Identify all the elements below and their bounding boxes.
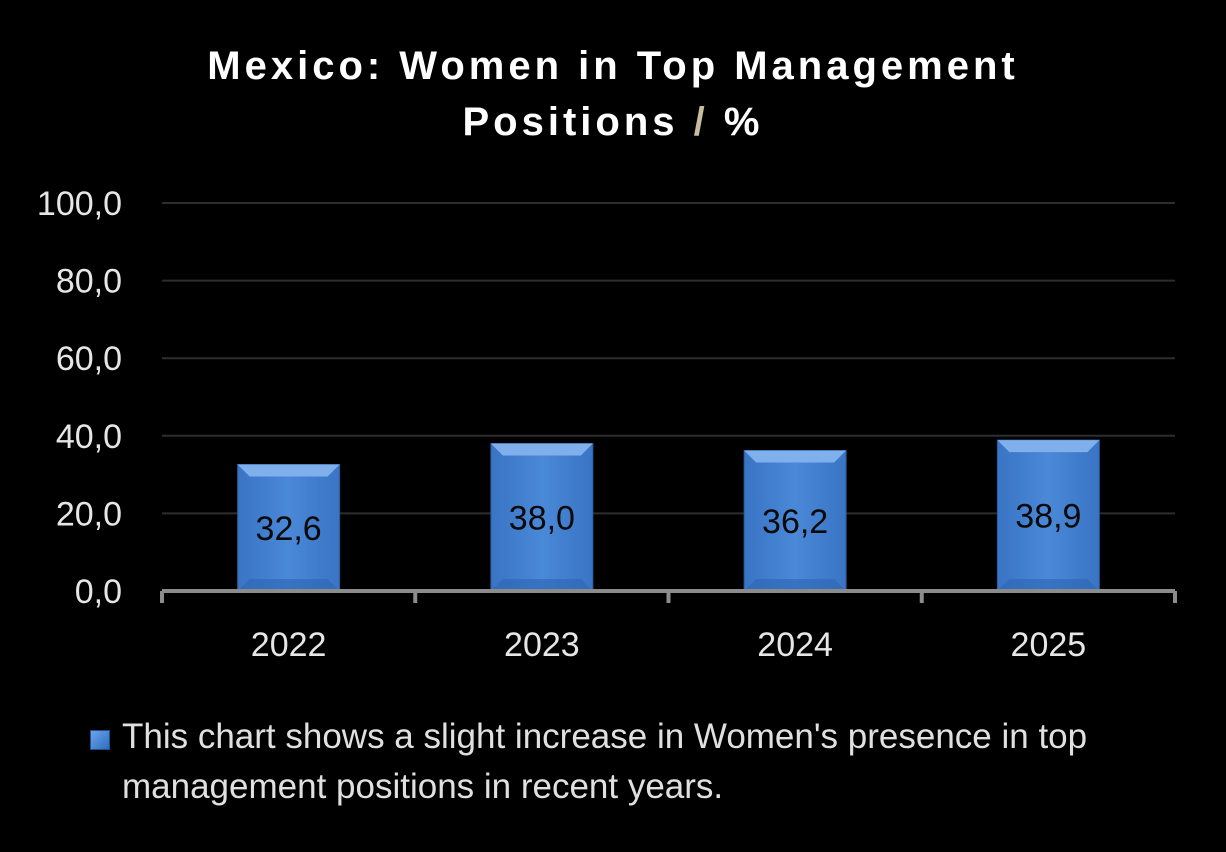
chart-title-slash: / xyxy=(693,100,709,144)
y-tick-label: 20,0 xyxy=(56,495,122,533)
chart-title: Mexico: Women in Top Management Position… xyxy=(0,38,1226,150)
y-axis-ticks: 0,0 20,0 40,0 60,0 80,0 100,0 xyxy=(37,185,122,611)
chart-title-positions: Positions xyxy=(462,100,679,144)
bar-bevel-top xyxy=(744,450,847,463)
x-axis-ticks: 2022 2023 2024 2025 xyxy=(251,626,1086,664)
x-tick-label: 2024 xyxy=(757,626,833,664)
x-tick-label: 2022 xyxy=(251,626,327,664)
y-tick-label: 80,0 xyxy=(56,263,122,301)
bar xyxy=(743,450,847,592)
bar-bevel-top xyxy=(997,440,1100,453)
x-tick-label: 2023 xyxy=(504,626,580,664)
bars: 32,6 38,0 36,2 38,9 xyxy=(237,439,1100,592)
bar-bevel-bottom xyxy=(997,579,1100,591)
bar-bevel-bottom xyxy=(237,579,340,591)
data-label: 38,9 xyxy=(1015,498,1081,536)
bar-bevel-bottom xyxy=(744,579,847,591)
y-tick-label: 40,0 xyxy=(56,418,122,456)
bar-bevel-top xyxy=(237,464,340,477)
y-tick-label: 100,0 xyxy=(37,185,122,223)
legend-swatch-icon xyxy=(90,730,110,750)
y-tick-label: 60,0 xyxy=(56,340,122,378)
bar-bevel-bottom xyxy=(490,579,593,591)
y-tick-label: 0,0 xyxy=(75,573,122,611)
data-label: 32,6 xyxy=(256,510,322,548)
x-axis xyxy=(160,589,1177,603)
chart-title-line2: Positions / % xyxy=(0,94,1226,150)
data-label: 38,0 xyxy=(509,499,575,537)
chart-title-unit: % xyxy=(723,100,764,144)
x-tick-label: 2025 xyxy=(1011,626,1087,664)
chart-title-line1: Mexico: Women in Top Management xyxy=(207,44,1019,88)
legend-entry: This chart shows a slight increase in Wo… xyxy=(122,717,1088,806)
data-label: 36,2 xyxy=(762,503,828,541)
bar-bevel-top xyxy=(490,443,593,456)
